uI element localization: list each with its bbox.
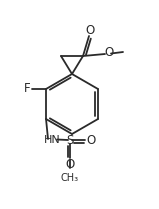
Text: S: S bbox=[66, 134, 74, 147]
Text: O: O bbox=[85, 23, 95, 37]
Text: F: F bbox=[24, 83, 30, 96]
Text: O: O bbox=[86, 134, 96, 147]
Text: O: O bbox=[104, 46, 114, 60]
Text: HN: HN bbox=[44, 135, 60, 145]
Text: O: O bbox=[65, 158, 75, 171]
Text: CH₃: CH₃ bbox=[61, 173, 79, 183]
